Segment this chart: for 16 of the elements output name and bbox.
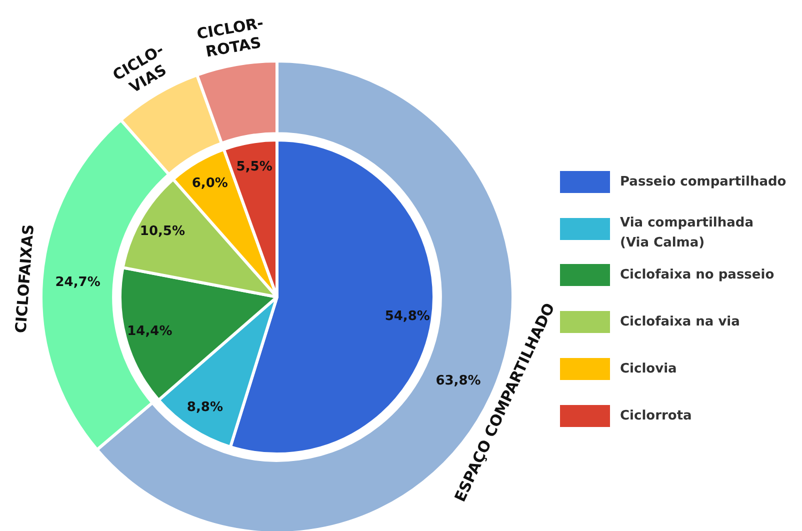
legend-label: Ciclofaixa na via: [620, 314, 740, 330]
slice-label: CICLOR- ROTAS: [196, 14, 265, 61]
legend-label: Ciclorrota: [620, 408, 692, 424]
legend-label: Passeio compartilhado: [620, 174, 786, 190]
slice-label: CICLOFAIXAS: [12, 224, 38, 334]
data-label: 8,8%: [186, 400, 223, 415]
data-label: 63,8%: [436, 373, 481, 388]
data-label: 6,0%: [192, 176, 228, 191]
data-label: 5,5%: [236, 159, 272, 174]
legend-label: Ciclovia: [620, 361, 677, 376]
legend-label: Via compartilhada (Via Calma): [620, 215, 754, 250]
legend-label: Ciclofaixa no passeio: [620, 267, 774, 282]
data-label: 10,5%: [140, 224, 185, 240]
data-label: 24,7%: [55, 274, 100, 290]
data-label: 14,4%: [127, 324, 172, 339]
data-label: 54,8%: [384, 309, 430, 324]
